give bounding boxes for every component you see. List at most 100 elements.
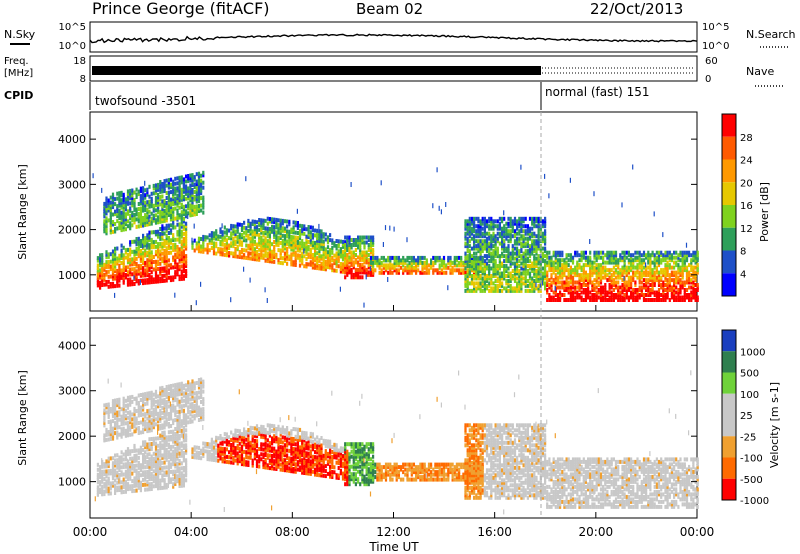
echo-cell [172, 245, 175, 250]
echo-cell [509, 216, 512, 221]
colorbar-swatch [722, 227, 736, 251]
echo-cell [126, 247, 130, 252]
echo-cell [657, 283, 661, 287]
echo-cell [550, 268, 553, 273]
echo-cell [614, 263, 618, 268]
echo-cell [389, 270, 392, 275]
echo-cell [571, 293, 575, 297]
echo-cell [528, 274, 532, 278]
echo-cell [114, 458, 117, 463]
echo-cell [258, 252, 261, 257]
echo-cell [126, 464, 130, 469]
echo-cell [688, 293, 691, 297]
echo-cell [279, 223, 282, 228]
echo-cell [580, 273, 583, 278]
echo-cell [627, 270, 630, 275]
echo-cell [657, 293, 661, 297]
echo-cell [118, 460, 121, 465]
echo-cell [612, 255, 615, 260]
echo-cell [642, 283, 646, 287]
echo-cell [159, 271, 162, 276]
echo-cell [466, 219, 469, 224]
echo-cell [135, 456, 138, 461]
echo-cell [438, 258, 441, 263]
echo-cell [339, 252, 342, 256]
echo-cell [114, 261, 117, 266]
echo-cell [567, 283, 570, 287]
echo-cell [275, 220, 278, 225]
echo-cell [129, 466, 132, 471]
echo-cell [621, 295, 624, 300]
echo-cell [120, 450, 123, 455]
echo-cell [146, 424, 149, 429]
echo-cell [124, 214, 127, 219]
echo-cell [133, 257, 136, 262]
echo-cell [129, 280, 132, 284]
echo-cell [124, 202, 127, 207]
echo-cell [496, 286, 499, 291]
echo-cell [135, 399, 138, 403]
echo-cell [135, 478, 138, 483]
echo-cell [165, 191, 168, 195]
echo-cell [614, 270, 618, 275]
noise-cell [548, 193, 550, 199]
echo-cell [103, 211, 106, 216]
echo-cell [133, 282, 136, 286]
echo-cell [146, 394, 149, 399]
echo-cell [180, 210, 183, 215]
echo-cell [142, 271, 145, 276]
echo-cell [565, 260, 568, 265]
nsky-tick-top: 10^5 [59, 22, 86, 33]
echo-cell [116, 488, 119, 493]
echo-cell [602, 255, 605, 260]
echo-cell [122, 416, 125, 421]
echo-cell [520, 216, 523, 221]
echo-cell [195, 182, 198, 187]
echo-cell [230, 243, 233, 248]
echo-cell [559, 290, 562, 295]
echo-cell [675, 285, 678, 290]
echo-cell [632, 290, 635, 295]
echo-cell [490, 281, 493, 286]
echo-cell [107, 471, 110, 476]
echo-cell [159, 423, 162, 428]
echo-cell [318, 256, 321, 261]
echo-cell [361, 238, 364, 242]
echo-cell [247, 236, 250, 241]
echo-cell [174, 191, 177, 196]
echo-cell [675, 295, 678, 300]
echo-cell [146, 470, 149, 474]
echo-cell [118, 417, 121, 422]
echo-cell [496, 254, 499, 259]
echo-cell [520, 261, 523, 266]
echo-cell [565, 268, 568, 273]
echo-cell [537, 241, 540, 246]
echo-cell [249, 231, 252, 236]
echo-cell [397, 255, 400, 260]
echo-cell [114, 249, 117, 254]
echo-cell [632, 298, 635, 302]
echo-cell [146, 421, 149, 426]
echo-cell [118, 263, 121, 268]
noise-cell [350, 182, 352, 187]
echo-cell [367, 257, 370, 262]
echo-cell [122, 477, 125, 482]
echo-cell [290, 227, 293, 232]
echo-cell [146, 265, 149, 270]
echo-cell [518, 231, 521, 236]
echo-cell [393, 255, 396, 260]
echo-cell [126, 224, 130, 229]
echo-cell [105, 484, 108, 489]
echo-cell [150, 464, 153, 469]
echo-cell [148, 272, 151, 277]
echo-cell [133, 249, 136, 254]
echo-cell [541, 239, 544, 244]
echo-cell [159, 269, 162, 274]
echo-cell [292, 235, 295, 240]
echo-cell [498, 259, 501, 264]
echo-cell [348, 255, 351, 260]
echo-cell [169, 240, 173, 245]
echo-cell [468, 219, 471, 224]
echo-cell [126, 282, 130, 287]
echo-cell [359, 267, 362, 272]
